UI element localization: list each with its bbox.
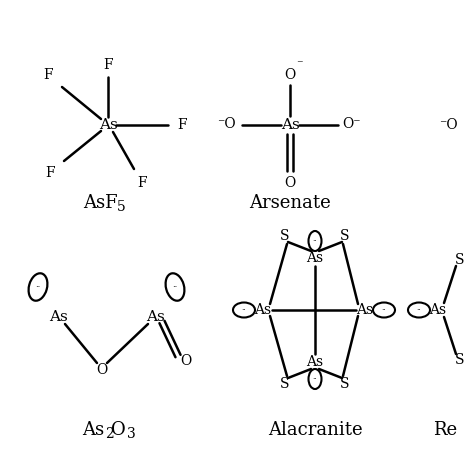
Text: ⁻O: ⁻O — [217, 117, 235, 131]
Text: As: As — [82, 421, 104, 439]
Text: As: As — [306, 251, 324, 265]
Text: Re: Re — [433, 421, 457, 439]
Text: 2: 2 — [105, 427, 113, 441]
Text: S: S — [280, 229, 290, 243]
Text: O: O — [285, 68, 296, 82]
Text: ··: ·· — [35, 283, 40, 291]
Text: 5: 5 — [117, 200, 126, 214]
Text: ··: ·· — [242, 306, 246, 314]
Text: O: O — [285, 176, 296, 190]
Text: F: F — [137, 176, 147, 190]
Text: ··: ·· — [312, 237, 318, 245]
Text: ··: ·· — [312, 375, 318, 383]
Text: Alacranite: Alacranite — [268, 421, 362, 439]
Text: 3: 3 — [126, 427, 135, 441]
Text: F: F — [103, 58, 113, 72]
Text: S: S — [340, 377, 350, 391]
Text: O: O — [111, 421, 126, 439]
Text: As: As — [146, 310, 164, 324]
Text: AsF: AsF — [83, 194, 117, 212]
Text: ··: ·· — [382, 306, 386, 314]
Text: ··: ·· — [173, 283, 178, 291]
Text: ··: ·· — [417, 306, 421, 314]
Text: F: F — [45, 166, 55, 180]
Text: F: F — [43, 68, 53, 82]
Text: S: S — [455, 253, 465, 267]
Text: O⁻: O⁻ — [343, 117, 361, 131]
Text: S: S — [340, 229, 350, 243]
Text: F: F — [177, 118, 187, 132]
Text: As: As — [280, 118, 299, 132]
Text: O: O — [180, 354, 192, 368]
Text: Arsenate: Arsenate — [249, 194, 331, 212]
Text: As: As — [357, 303, 373, 317]
Text: As: As — [306, 355, 324, 369]
Text: As: As — [99, 118, 117, 132]
Text: ⁻: ⁻ — [296, 59, 302, 72]
Text: ⁻O: ⁻O — [439, 118, 458, 132]
Text: S: S — [455, 353, 465, 367]
Text: As: As — [430, 303, 446, 317]
Text: As: As — [254, 303, 272, 317]
Text: O: O — [96, 363, 107, 377]
Text: S: S — [280, 377, 290, 391]
Text: As: As — [49, 310, 67, 324]
